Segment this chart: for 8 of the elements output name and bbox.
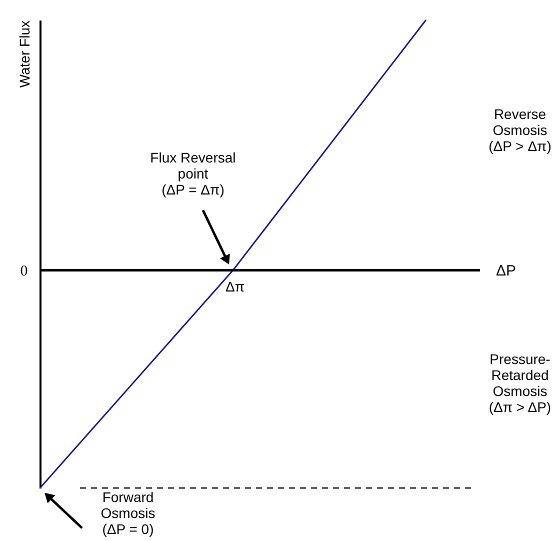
text: Pressure- Retarded Osmosis (Δπ > ΔP) [488, 351, 552, 415]
y-axis-title: Water Flux [16, 20, 32, 88]
annotation: Flux Reversal point (ΔP = Δπ) [150, 149, 236, 198]
annotation: Δπ [225, 278, 245, 294]
text: Reverse Osmosis (ΔP > Δπ) [488, 106, 552, 154]
ref-line-label: 0 [20, 263, 28, 280]
annotation: Forward Osmosis (ΔP = 0) [100, 489, 156, 537]
x-axis-title: ΔP [496, 262, 516, 280]
